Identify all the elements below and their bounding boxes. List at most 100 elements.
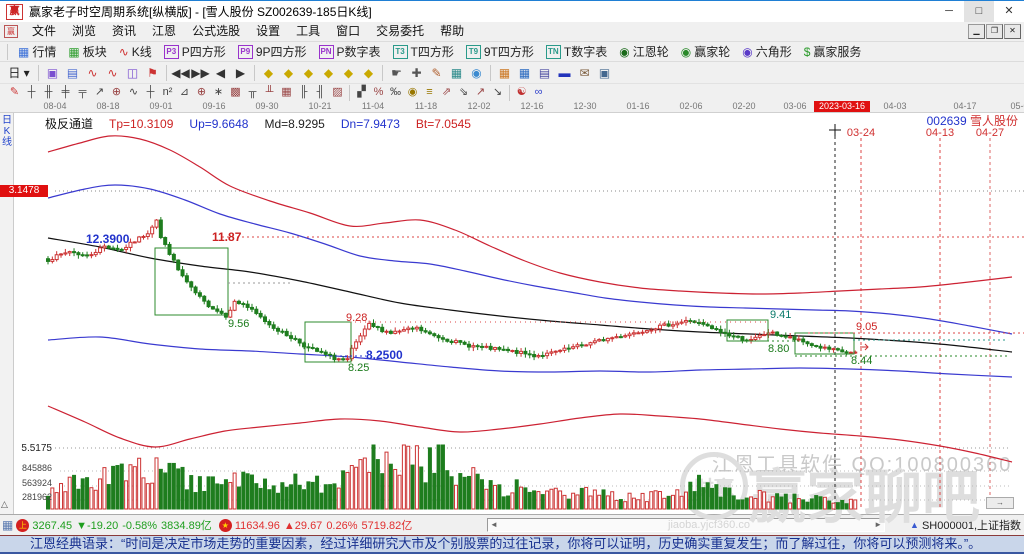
square-of-n-button[interactable]: n² <box>159 85 176 100</box>
close-button[interactable]: ✕ <box>994 1 1024 22</box>
menu-item-设置[interactable]: 设置 <box>248 24 288 38</box>
report-button[interactable]: ▤ <box>535 64 554 82</box>
pitchfork-down-button[interactable]: ╥ <box>244 85 261 100</box>
toolbar-button-winner-wheel[interactable]: ◉赢家轮 <box>676 42 736 61</box>
gann-diamond-3-button[interactable]: ◆ <box>299 64 318 82</box>
date-axis[interactable]: 08-0408-1809-0109-1609-3010-2111-0411-18… <box>0 101 1024 113</box>
mdi-restore-button[interactable]: ❐ <box>986 24 1003 39</box>
star-lines-button[interactable]: ∗ <box>210 85 227 100</box>
gann-diamond-2-button[interactable]: ◆ <box>279 64 298 82</box>
kline-style-button[interactable]: ◫ <box>123 64 142 82</box>
flag-marker-button[interactable]: ⚑ <box>143 64 162 82</box>
gann-circle-button[interactable]: ⊕ <box>193 85 210 100</box>
toolbar-button-quotes[interactable]: ▦行情 <box>13 42 61 61</box>
toolbar-button-hexagon[interactable]: ◉六角形 <box>737 42 797 61</box>
angle-tool-button[interactable]: ⊿ <box>176 85 193 100</box>
permille-tool-button[interactable]: ‰ <box>387 85 404 100</box>
golden-lines-button[interactable]: ≡ <box>421 85 438 100</box>
calculator-button[interactable]: ▦ <box>515 64 534 82</box>
kline-a-button[interactable]: ∿ <box>83 64 102 82</box>
channel-lines-button[interactable]: ╪ <box>57 85 74 100</box>
grid-tool-button[interactable]: ▦ <box>447 64 466 82</box>
split-tool-button[interactable]: ▞ <box>353 85 370 100</box>
toolbar-button-t-square[interactable]: T3T四方形 <box>388 42 459 61</box>
parallel-lines-button[interactable]: ╫ <box>40 85 57 100</box>
last-page-button[interactable]: ▶▶ <box>191 64 210 82</box>
menu-item-帮助[interactable]: 帮助 <box>432 24 472 38</box>
draw-tool-button[interactable]: ✎ <box>427 64 446 82</box>
copy-chart-button[interactable]: ▤ <box>63 64 82 82</box>
mail-button[interactable]: ✉ <box>575 64 594 82</box>
cross-line-button[interactable]: ┼ <box>23 85 40 100</box>
toolbar-button-winner-service[interactable]: $赢家服务 <box>799 42 867 61</box>
menu-item-资讯[interactable]: 资讯 <box>104 24 144 38</box>
golden-circle-button[interactable]: ◉ <box>404 85 421 100</box>
square-grid-button[interactable]: ▩ <box>227 85 244 100</box>
rise-line-button[interactable]: ↗ <box>472 85 489 100</box>
prev-bar-button[interactable]: ◀ <box>211 64 230 82</box>
menu-item-浏览[interactable]: 浏览 <box>64 24 104 38</box>
resistance-line-button[interactable]: ╤ <box>74 85 91 100</box>
export-button[interactable]: ▣ <box>595 64 614 82</box>
yinyang-button[interactable]: ☯ <box>513 85 530 100</box>
kline-chart[interactable]: 12.390011.879.569.288.25008.259.419.058.… <box>0 113 1024 514</box>
fall-line-button[interactable]: ↘ <box>489 85 506 100</box>
quotes-icon: ▦ <box>18 46 29 58</box>
box-grid-button[interactable]: ▦ <box>278 85 295 100</box>
mdi-close-button[interactable]: ✕ <box>1004 24 1021 39</box>
gann-diamond-5-button[interactable]: ◆ <box>339 64 358 82</box>
toolbar-button-p-number-table[interactable]: PNP数字表 <box>314 42 386 61</box>
menu-item-文件[interactable]: 文件 <box>24 24 64 38</box>
maximize-button[interactable]: □ <box>964 1 994 22</box>
infinity-button[interactable]: ∞ <box>530 85 547 100</box>
menu-item-公式选股[interactable]: 公式选股 <box>184 24 248 38</box>
toolbar-button-t9-square[interactable]: T99T四方形 <box>461 42 539 61</box>
trend-line-button[interactable]: ↗ <box>91 85 108 100</box>
kline-b-button[interactable]: ∿ <box>103 64 122 82</box>
toolbar-button-gann-wheel[interactable]: ◉江恩轮 <box>614 42 674 61</box>
hand-tool-button[interactable]: ☛ <box>387 64 406 82</box>
gann-diamond-6-button[interactable]: ◆ <box>359 64 378 82</box>
gann-diamond-1-button[interactable]: ◆ <box>259 64 278 82</box>
date-label-09-16: 09-16 <box>202 101 225 111</box>
menu-item-工具[interactable]: 工具 <box>288 24 328 38</box>
left-rail-button[interactable]: ╟ <box>295 85 312 100</box>
wave-tool-button[interactable]: ∿ <box>125 85 142 100</box>
toolbar-button-p9-square[interactable]: P99P四方形 <box>233 42 312 61</box>
grid-tool-button[interactable]: ┼ <box>142 85 159 100</box>
right-rail-button[interactable]: ╢ <box>312 85 329 100</box>
sz-index-quote[interactable]: 11634.96▲29.670.26%5719.82亿 <box>235 517 416 533</box>
mdi-minimize-button[interactable]: ▁ <box>968 24 985 39</box>
toolbar-button-kline[interactable]: ∿K线 <box>114 42 157 61</box>
next-bar-button[interactable]: ▶ <box>231 64 250 82</box>
menu-item-窗口[interactable]: 窗口 <box>328 24 368 38</box>
chart-scroll-button[interactable]: → <box>986 497 1014 509</box>
period-day-button[interactable]: 日 ▾ <box>4 64 34 82</box>
market-grid-icon[interactable]: ▦ <box>2 518 13 532</box>
scroll-left-icon[interactable]: ◄ <box>490 519 498 531</box>
toolbar-button-t-number-table[interactable]: TNT数字表 <box>541 42 612 61</box>
new-window-button[interactable]: ▣ <box>43 64 62 82</box>
sh-index-quote[interactable]: 3267.45▼-19.20-0.58%3834.89亿 <box>32 517 215 533</box>
menu-item-江恩[interactable]: 江恩 <box>144 24 184 38</box>
sz-exchange-icon[interactable]: ★ <box>219 519 232 532</box>
svg-text:03-24: 03-24 <box>847 127 875 139</box>
calendar-button[interactable]: ▦ <box>495 64 514 82</box>
wheel-tool-button[interactable]: ◉ <box>467 64 486 82</box>
down-channel-button[interactable]: ⇘ <box>455 85 472 100</box>
sh-exchange-icon[interactable]: 上 <box>16 519 29 532</box>
save-button[interactable]: ▬ <box>555 64 574 82</box>
up-channel-button[interactable]: ⇗ <box>438 85 455 100</box>
hatch-box-button[interactable]: ▨ <box>329 85 346 100</box>
pen-button[interactable]: ✎ <box>6 85 23 100</box>
gann-diamond-4-button[interactable]: ◆ <box>319 64 338 82</box>
percent-retrace-button[interactable]: % <box>370 85 387 100</box>
menu-item-交易委托[interactable]: 交易委托 <box>368 24 432 38</box>
toolbar-button-p-square[interactable]: P3P四方形 <box>159 42 231 61</box>
pitchfork-up-button[interactable]: ╨ <box>261 85 278 100</box>
gann-fan-button[interactable]: ⊕ <box>108 85 125 100</box>
toolbar-button-sectors[interactable]: ▦板块 <box>63 42 111 61</box>
crosshair-tool-button[interactable]: ✚ <box>407 64 426 82</box>
first-page-button[interactable]: ◀◀ <box>171 64 190 82</box>
minimize-button[interactable]: ─ <box>934 1 964 22</box>
